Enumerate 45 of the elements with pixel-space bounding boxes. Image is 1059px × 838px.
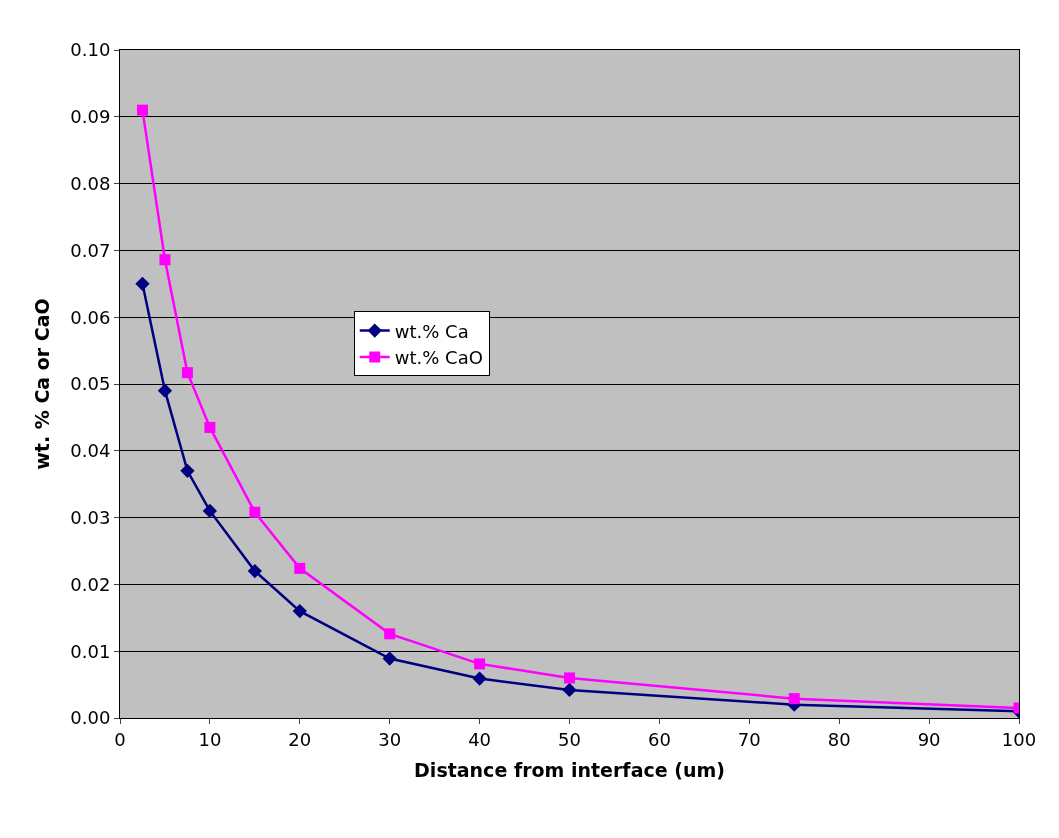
point — [249, 506, 261, 518]
y-tick-label: 0.08 — [70, 172, 111, 194]
point — [157, 383, 173, 398]
point — [135, 276, 150, 291]
x-tick-label: 20 — [288, 728, 312, 750]
point — [136, 104, 148, 116]
y-tick-label: 0.04 — [70, 440, 111, 462]
point — [384, 628, 396, 640]
x-tick-label: 60 — [647, 728, 671, 750]
x-tick-label: 0 — [114, 728, 126, 750]
point — [204, 421, 216, 433]
y-tick-label: 0.05 — [70, 373, 111, 395]
x-tick-label: 80 — [827, 728, 851, 750]
y-tick-label: 0.03 — [70, 506, 111, 528]
y-tick-label: 0.00 — [70, 707, 111, 729]
x-tick-label: 70 — [737, 728, 761, 750]
legend-label: wt.% CaO — [394, 347, 483, 369]
y-axis-title: wt. % Ca or CaO — [31, 298, 54, 470]
point — [562, 682, 577, 698]
point — [180, 463, 195, 478]
y-tick-label: 0.02 — [70, 573, 111, 595]
y-tick-label: 0.09 — [70, 106, 111, 128]
x-tick-label: 100 — [1001, 728, 1037, 750]
point — [247, 563, 262, 579]
point — [181, 367, 193, 379]
point — [382, 651, 397, 666]
y-tick-label: 0.06 — [70, 306, 111, 328]
point — [294, 562, 306, 574]
point — [202, 503, 218, 519]
x-tick-label: 30 — [378, 728, 402, 750]
y-tick-label: 0.01 — [70, 640, 111, 662]
x-axis-title: Distance from interface (um) — [414, 759, 725, 782]
point — [292, 603, 307, 619]
point — [788, 693, 800, 705]
point — [159, 254, 171, 266]
point — [564, 672, 575, 684]
x-tick-label: 40 — [468, 728, 492, 750]
point — [472, 671, 487, 686]
point — [474, 658, 486, 670]
x-tick-label: 10 — [198, 728, 222, 750]
legend-label: wt.% Ca — [394, 320, 469, 342]
x-tick-label: 50 — [558, 728, 581, 750]
x-tick-label: 90 — [917, 728, 941, 750]
y-tick-label: 0.07 — [70, 239, 111, 261]
y-tick-label: 0.10 — [70, 39, 111, 61]
